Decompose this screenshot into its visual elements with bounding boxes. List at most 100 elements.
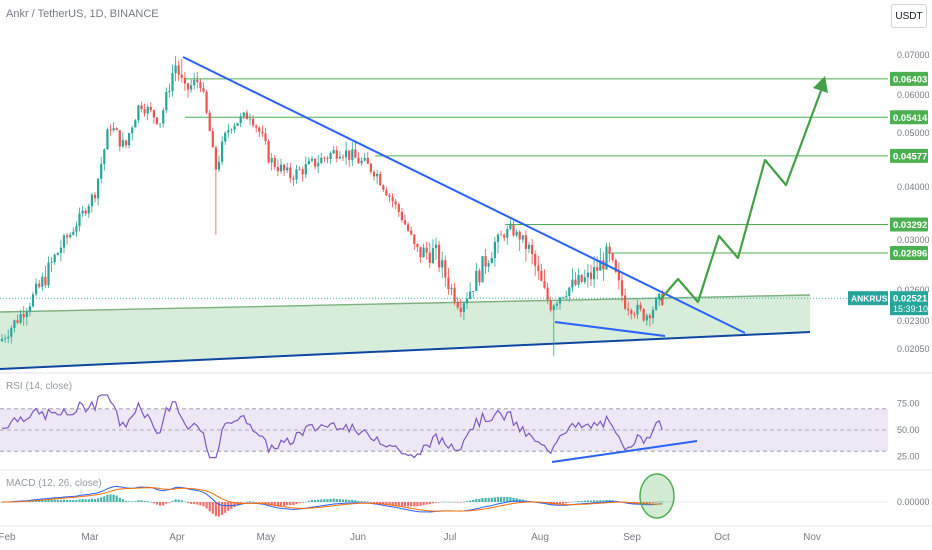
candle-body xyxy=(279,164,283,172)
candle-body xyxy=(335,150,338,159)
rsi-line xyxy=(1,394,663,459)
macd-histogram-bar xyxy=(475,499,478,502)
macd-histogram-bar xyxy=(329,498,332,502)
macd-histogram-bar xyxy=(441,501,444,503)
candle-body xyxy=(41,276,44,287)
macd-histogram-bar xyxy=(245,501,248,503)
candle-body xyxy=(410,230,413,235)
macd-histogram-bar xyxy=(565,502,568,504)
candle-body xyxy=(599,260,602,271)
candle-body xyxy=(651,309,655,319)
candle-body xyxy=(586,272,589,278)
price-tag-label: 0.04577 xyxy=(893,151,927,162)
macd-histogram-bar xyxy=(589,500,593,502)
macd-histogram-bar xyxy=(304,501,307,503)
candle-body xyxy=(351,149,354,160)
candle-body xyxy=(211,131,214,148)
macd-histogram-bar xyxy=(97,498,100,502)
macd-histogram-bar xyxy=(320,499,323,502)
macd-histogram-bar xyxy=(252,501,255,503)
candle-body xyxy=(515,231,518,236)
macd-histogram-bar xyxy=(447,501,450,503)
candle-body xyxy=(655,298,658,310)
candle-body xyxy=(248,118,252,120)
candle-body xyxy=(658,293,661,299)
candle-body xyxy=(360,160,363,164)
channel-lower-line xyxy=(0,331,811,370)
macd-histogram-bar xyxy=(648,502,651,504)
macd-histogram-bar xyxy=(496,496,500,502)
macd-histogram-bar xyxy=(345,499,348,502)
macd-histogram-bar xyxy=(149,501,152,503)
candle-body xyxy=(558,297,562,304)
macd-axis-tick: 0.00000 xyxy=(897,497,930,507)
candle-body xyxy=(202,88,205,92)
time-axis-tick: Jul xyxy=(444,532,457,543)
currency-button[interactable]: USDT xyxy=(891,4,927,28)
macd-histogram-bar xyxy=(484,497,487,502)
candle-body xyxy=(301,169,304,175)
rsi-axis-tick: 50.00 xyxy=(897,425,920,435)
macd-histogram-bar xyxy=(385,502,388,505)
candle-body xyxy=(509,224,512,229)
candle-body xyxy=(252,118,255,126)
chart-title: Ankr / TetherUS, 1D, BINANCE xyxy=(6,8,159,20)
candle-body xyxy=(19,314,22,323)
candle-body xyxy=(224,132,227,142)
candle-body xyxy=(630,310,633,315)
macd-histogram-bar xyxy=(323,499,326,502)
macd-histogram-bar xyxy=(348,499,351,502)
candle-body xyxy=(478,270,481,283)
macd-histogram-bar xyxy=(69,500,72,502)
macd-histogram-bar xyxy=(509,496,512,502)
macd-histogram-bar xyxy=(335,499,338,502)
candle-body xyxy=(93,194,97,199)
candle-body xyxy=(273,158,276,168)
candle-body xyxy=(636,304,639,315)
macd-histogram-bar xyxy=(580,500,583,502)
price-axis-tick: 0.03000 xyxy=(897,235,930,245)
macd-histogram-bar xyxy=(174,499,177,502)
macd-histogram-bar xyxy=(193,502,196,505)
candle-body xyxy=(50,262,53,263)
macd-histogram-bar xyxy=(593,500,596,502)
candle-body xyxy=(143,109,146,114)
candle-body xyxy=(87,206,90,214)
candle-body xyxy=(307,160,310,165)
macd-histogram-bar xyxy=(196,502,199,505)
candle-body xyxy=(546,287,549,301)
candle-body xyxy=(444,260,447,278)
macd-histogram-bar xyxy=(503,497,506,502)
macd-histogram-bar xyxy=(307,500,310,502)
macd-histogram-bar xyxy=(276,502,279,507)
time-axis-tick: Feb xyxy=(0,532,16,543)
candle-body xyxy=(137,105,140,121)
macd-histogram-bar xyxy=(512,497,515,502)
price-axis-tick: 0.02600 xyxy=(897,285,930,295)
macd-histogram-bar xyxy=(53,499,56,502)
candle-body xyxy=(134,120,137,128)
macd-histogram-bar xyxy=(180,500,183,502)
macd-histogram-bar xyxy=(190,502,193,504)
candle-body xyxy=(13,320,16,328)
macd-histogram-bar xyxy=(264,502,267,504)
candle-body xyxy=(496,234,500,242)
candle-body xyxy=(193,79,196,86)
candle-body xyxy=(270,158,273,163)
candle-body xyxy=(217,161,221,170)
candle-body xyxy=(168,91,171,93)
candle-body xyxy=(348,150,351,160)
candle-body xyxy=(574,279,577,285)
candle-body xyxy=(267,141,270,163)
macd-histogram-bar xyxy=(115,495,118,502)
candle-body xyxy=(264,133,267,142)
candle-body xyxy=(186,83,190,90)
candle-body xyxy=(332,150,335,154)
macd-histogram-bar xyxy=(366,501,369,503)
macd-histogram-bar xyxy=(400,502,403,507)
macd-histogram-bar xyxy=(152,502,155,504)
candle-body xyxy=(540,270,543,281)
macd-histogram-bar xyxy=(363,501,366,502)
candle-body xyxy=(72,231,75,235)
candle-body xyxy=(295,169,298,180)
